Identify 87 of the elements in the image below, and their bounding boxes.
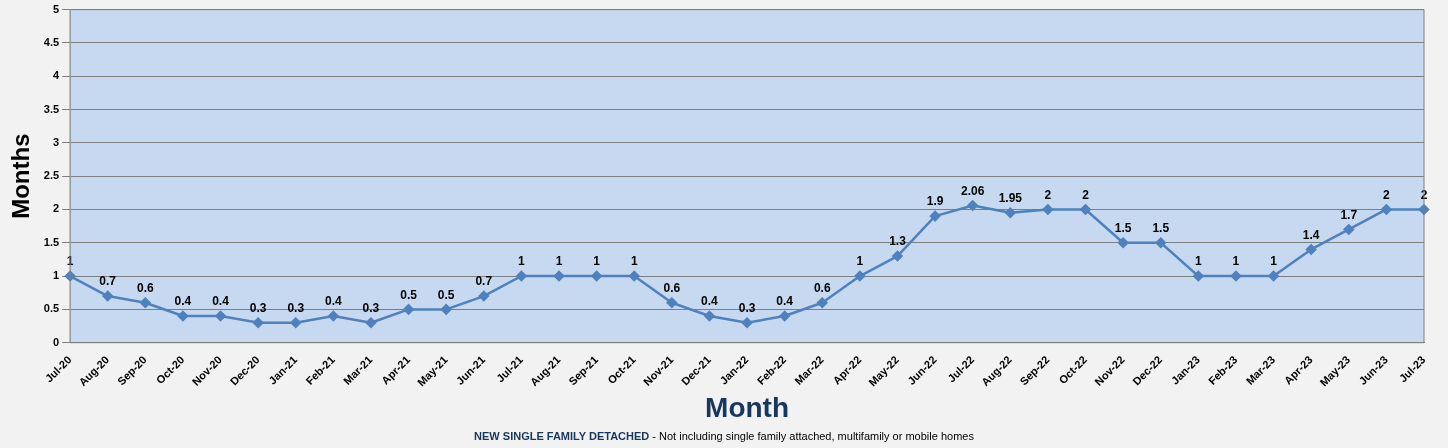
point: [1305, 244, 1317, 255]
point: [1155, 237, 1166, 249]
point: [1381, 204, 1392, 215]
data-label: 0.4: [776, 294, 794, 309]
point: [1117, 237, 1129, 249]
y-tick-label: 5: [52, 2, 60, 15]
point: [1042, 204, 1054, 215]
data-label: 1: [518, 254, 526, 269]
data-label: 0.7: [475, 274, 493, 289]
text: NEW SINGLE FAMILY DETACHED: [474, 430, 650, 442]
data-label: 2: [1420, 187, 1428, 202]
point: [1268, 270, 1279, 282]
y-tick-label: 3.5: [43, 102, 60, 115]
data-label: 1: [593, 254, 601, 269]
point: [1005, 207, 1016, 219]
point: [403, 304, 414, 315]
data-label: 0.3: [362, 301, 380, 316]
data-label: 0.3: [287, 301, 305, 316]
y-tick-label: 4: [52, 69, 60, 82]
data-label: 0.3: [249, 301, 267, 316]
data-label: 1.95: [998, 191, 1023, 206]
y-tick-label: 0: [52, 335, 60, 348]
point: [478, 290, 490, 302]
data-label: 0.6: [813, 281, 831, 296]
data-label: 1: [856, 254, 864, 269]
point: [102, 290, 113, 302]
data-label: 1: [66, 254, 74, 269]
point: [215, 310, 226, 322]
data-label: 0.5: [400, 287, 418, 302]
data-label: 0.4: [174, 294, 192, 309]
data-label: 1.7: [1340, 207, 1358, 222]
y-tick-label: 2.5: [43, 169, 60, 182]
data-label: 0.5: [437, 287, 455, 302]
data-label: 0.3: [738, 301, 756, 316]
point: [628, 270, 640, 282]
data-label: 0.6: [663, 281, 681, 296]
point: [666, 297, 678, 308]
data-label: 0.6: [136, 281, 154, 296]
data-label: 0.4: [325, 294, 343, 309]
data-label: 0.4: [212, 294, 230, 309]
data-label: 1: [1195, 254, 1202, 269]
point: [140, 297, 151, 308]
point: [929, 210, 941, 222]
point: [854, 270, 866, 282]
data-label: 1: [1270, 254, 1278, 269]
y-tick-label: 0.5: [43, 302, 60, 315]
data-label: 2: [1082, 187, 1090, 202]
point: [365, 317, 377, 328]
point: [704, 310, 715, 322]
x-axis-title: Month: [705, 391, 790, 423]
data-label: 2: [1044, 187, 1052, 202]
point: [1080, 204, 1091, 215]
y-tick-label: 4.5: [43, 35, 60, 48]
point: [817, 297, 828, 308]
data-label: 2: [1383, 187, 1391, 202]
data-label: 2.06: [961, 183, 985, 198]
data-label: 1.3: [889, 234, 907, 249]
data-label: 1.9: [926, 194, 944, 209]
data-label: 1.5: [1114, 221, 1132, 236]
point: [440, 304, 452, 315]
data-label: 1.4: [1302, 227, 1320, 242]
data-label: 1: [555, 254, 563, 269]
data-label: 1.5: [1152, 221, 1170, 236]
point: [252, 317, 264, 328]
point: [553, 270, 565, 282]
y-tick-label: 2: [52, 202, 60, 215]
point: [741, 317, 753, 328]
point: [290, 317, 301, 328]
point: [1193, 270, 1204, 282]
point: [516, 270, 527, 282]
y-tick-label: 3: [52, 135, 60, 148]
point: [177, 310, 189, 322]
y-tick-label: 1.5: [43, 235, 60, 248]
point: [1343, 224, 1355, 235]
data-label: 1: [1232, 254, 1240, 269]
data-label: 1: [630, 254, 638, 269]
point: [1230, 270, 1242, 282]
data-label: 0.7: [99, 274, 117, 289]
point: [892, 250, 903, 262]
point: [967, 200, 978, 211]
point: [328, 310, 339, 322]
y-tick-label: 1: [52, 269, 60, 282]
y-axis-title: Months: [7, 133, 35, 219]
point: [779, 310, 790, 322]
text: - Not including single family attached, multifamily or mobile homes: [651, 430, 974, 442]
point: [591, 270, 602, 282]
data-label: 0.4: [701, 294, 719, 309]
